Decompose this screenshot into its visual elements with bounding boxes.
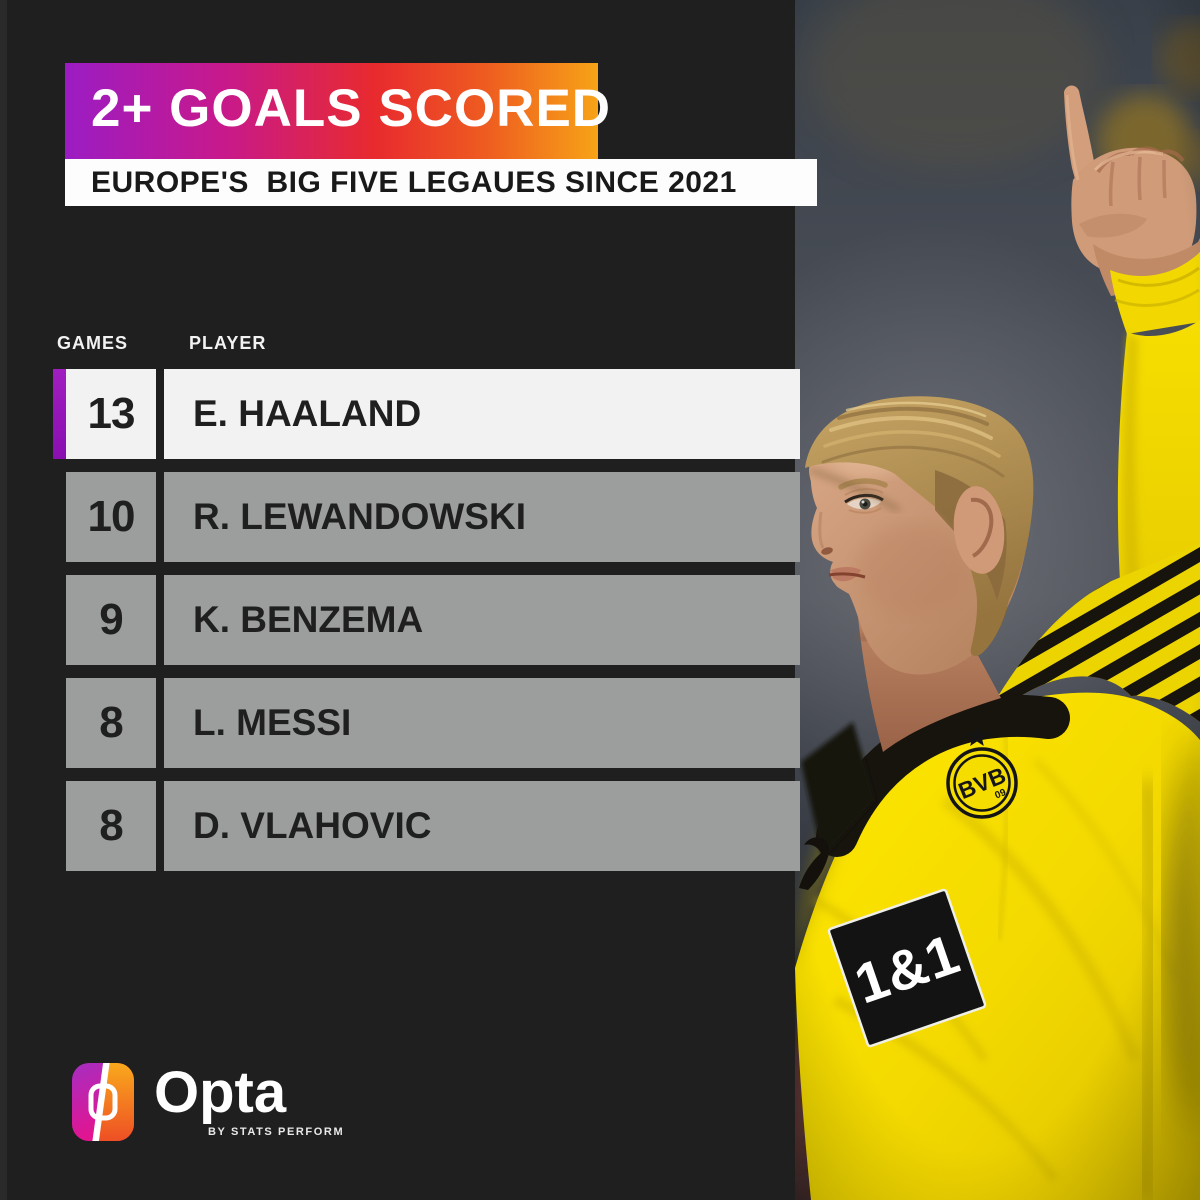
- page-title: 2+ GOALS SCORED: [91, 78, 612, 138]
- games-cell: 13: [66, 369, 156, 459]
- player-cell: K. BENZEMA: [164, 575, 800, 665]
- accent-spacer: [53, 575, 66, 665]
- stats-table: 13 E. HAALAND 10 R. LEWANDOWSKI 9 K. BEN…: [53, 369, 800, 871]
- table-row-haaland: 13 E. HAALAND: [53, 369, 800, 459]
- player-cell: D. VLAHOVIC: [164, 781, 800, 871]
- accent-spacer: [53, 472, 66, 562]
- player-cell: E. HAALAND: [164, 369, 800, 459]
- title-banner: 2+ GOALS SCORED: [65, 63, 610, 159]
- left-edge-highlight: [0, 0, 7, 1200]
- subtitle-bar: EUROPE'S BIG FIVE LEGAUES SINCE 2021: [65, 159, 817, 206]
- table-row-benzema: 9 K. BENZEMA: [53, 575, 800, 665]
- games-cell: 8: [66, 678, 156, 768]
- page-subtitle: EUROPE'S BIG FIVE LEGAUES SINCE 2021: [91, 165, 737, 199]
- highlight-accent-bar: [53, 369, 66, 459]
- opta-wordmark: Opta: [154, 1060, 287, 1125]
- table-row-lewandowski: 10 R. LEWANDOWSKI: [53, 472, 800, 562]
- player-photo: BVB 09 1&1: [795, 0, 1200, 1200]
- games-cell: 8: [66, 781, 156, 871]
- column-header-player: PLAYER: [189, 333, 267, 353]
- stats-perform-byline: BY STATS PERFORM: [208, 1126, 345, 1138]
- opta-logo-icon: [72, 1063, 134, 1146]
- column-header-games: GAMES: [57, 333, 129, 353]
- player-cell: L. MESSI: [164, 678, 800, 768]
- games-cell: 10: [66, 472, 156, 562]
- accent-spacer: [53, 678, 66, 768]
- table-row-vlahovic: 8 D. VLAHOVIC: [53, 781, 800, 871]
- games-cell: 9: [66, 575, 156, 665]
- table-row-messi: 8 L. MESSI: [53, 678, 800, 768]
- accent-spacer: [53, 781, 66, 871]
- player-cell: R. LEWANDOWSKI: [164, 472, 800, 562]
